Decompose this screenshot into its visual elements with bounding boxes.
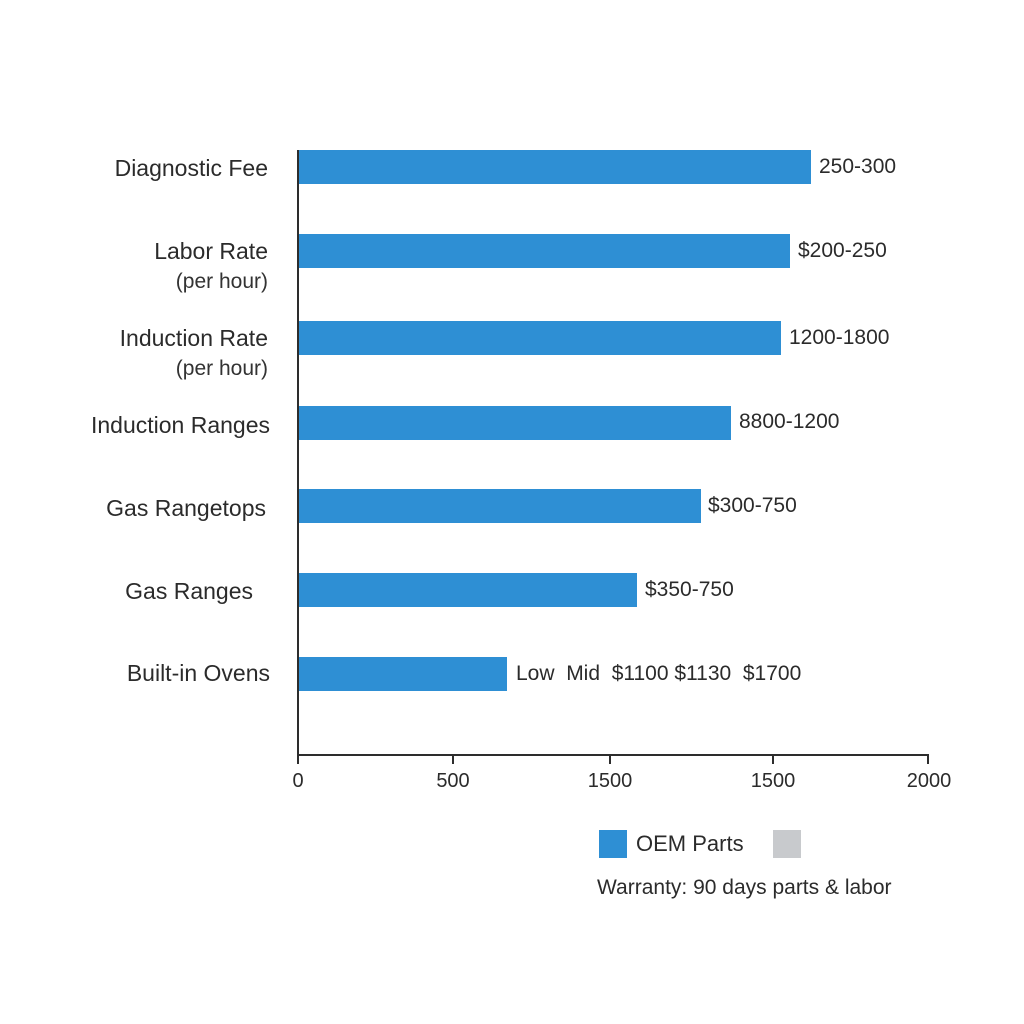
- x-axis-line: [297, 754, 929, 756]
- bar-gas-ranges[interactable]: [299, 573, 637, 607]
- bar-labor-rate[interactable]: [299, 234, 790, 268]
- x-tick-label: 2000: [906, 770, 952, 792]
- value-label: $200-250: [798, 239, 887, 262]
- value-label: Low Mid $1100 $1130 $1700: [516, 662, 802, 685]
- x-tick: [609, 755, 611, 764]
- category-label-gas-rangetops: Gas Rangetops: [106, 492, 266, 524]
- x-tick: [297, 755, 299, 764]
- bar-gas-rangetops[interactable]: [299, 489, 701, 523]
- legend-label-oem-parts: OEM Parts: [636, 831, 744, 856]
- x-tick: [772, 755, 774, 764]
- x-tick: [452, 755, 454, 764]
- y-axis-line: [297, 150, 299, 757]
- category-label-text: Diagnostic Fee: [114, 155, 268, 181]
- category-label-text: Induction Ranges: [90, 412, 270, 438]
- value-label: $350-750: [645, 578, 734, 601]
- category-sublabel: (per hour): [175, 270, 268, 293]
- category-label-text: Built-in Ovens: [126, 660, 270, 686]
- legend-swatch-oem-parts: [599, 830, 627, 858]
- category-label-text: Gas Rangetops: [106, 495, 266, 521]
- bar-built-in-ovens[interactable]: [299, 657, 507, 691]
- category-label-built-in-ovens: Built-in Ovens: [127, 657, 270, 689]
- x-tick-label: 0: [292, 770, 304, 792]
- category-label-text: Induction Rate: [119, 325, 268, 351]
- x-tick: [927, 755, 929, 764]
- x-tick-label: 500: [436, 770, 470, 792]
- bar-induction-rate[interactable]: [299, 321, 781, 355]
- category-label-text: Labor Rate: [154, 238, 268, 264]
- value-label: 250-300: [819, 155, 897, 178]
- x-tick-label: 1500: [750, 770, 796, 792]
- category-label-gas-ranges: Gas Ranges: [125, 575, 253, 607]
- legend-swatch-gray: [773, 830, 801, 858]
- bar-induction-ranges[interactable]: [299, 406, 731, 440]
- category-label-induction-rate: Induction Rate (per hour): [120, 322, 268, 384]
- value-label: 1200-1800: [789, 326, 890, 349]
- category-sublabel: (per hour): [175, 357, 268, 380]
- x-tick-label: 1500: [587, 770, 633, 792]
- bar-diagnostic-fee[interactable]: [299, 150, 811, 184]
- category-label-labor-rate: Labor Rate (per hour): [154, 235, 268, 297]
- category-label-text: Gas Ranges: [125, 578, 253, 604]
- warranty-note: Warranty: 90 days parts & labor: [597, 876, 892, 899]
- category-label-induction-ranges: Induction Ranges: [91, 409, 270, 441]
- category-label-diagnostic-fee: Diagnostic Fee: [115, 152, 268, 184]
- value-label: 8800-1200: [739, 410, 840, 433]
- value-label: $300-750: [708, 494, 797, 517]
